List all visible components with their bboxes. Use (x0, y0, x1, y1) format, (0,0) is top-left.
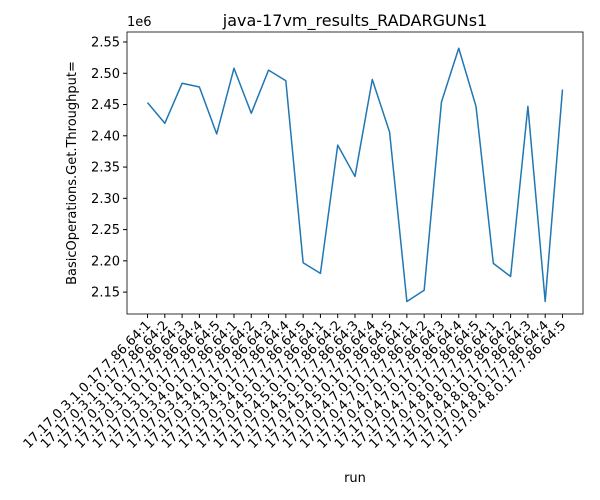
y-tick-label: 2.25 (91, 223, 120, 238)
y-tick-label: 2.20 (91, 254, 120, 269)
y-tick-label: 2.45 (91, 98, 120, 113)
plot-frame (126, 31, 584, 315)
y-tick-label: 2.35 (91, 161, 120, 176)
y-offset-label: 1e6 (127, 15, 152, 30)
x-axis-label: run (344, 471, 366, 486)
y-tick-label: 2.50 (91, 67, 120, 82)
y-axis-label: BasicOperations.Get.Throughput= (65, 61, 80, 285)
y-tick-label: 2.55 (91, 36, 120, 51)
line-series (146, 47, 564, 303)
y-tick-label: 2.15 (91, 286, 120, 301)
y-tick-label: 2.40 (91, 129, 120, 144)
y-tick-label: 2.30 (91, 192, 120, 207)
chart-title: java-17vm_results_RADARGUNs1 (222, 11, 487, 31)
